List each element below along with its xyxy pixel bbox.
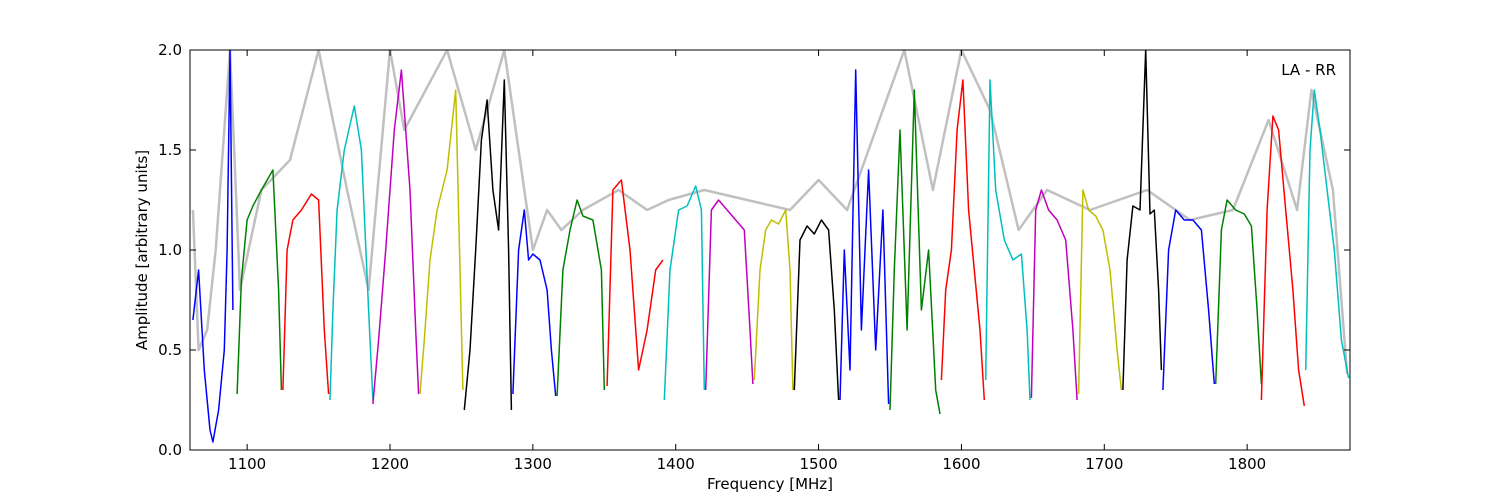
y-tick-label: 1.5 <box>158 141 182 159</box>
series-line-18 <box>984 79 1031 401</box>
x-tick-label: 1200 <box>371 455 409 473</box>
y-tick-label: 1.0 <box>158 241 182 259</box>
series-line-8 <box>512 209 557 397</box>
y-axis-label: Amplitude [arbitrary units] <box>133 150 151 350</box>
series-line-22 <box>1162 209 1216 391</box>
x-tick-label: 1700 <box>1085 455 1123 473</box>
x-tick-label: 1400 <box>657 455 695 473</box>
series-line-15 <box>839 69 890 405</box>
axes-frame <box>189 49 1351 451</box>
series-line-17 <box>940 79 986 401</box>
background-series-line <box>191 50 1349 375</box>
series-line-6 <box>419 89 464 395</box>
x-tick-label: 1500 <box>799 455 837 473</box>
series-line-1 <box>192 50 234 443</box>
series-line-25 <box>1304 89 1350 379</box>
series-line-19 <box>1030 189 1078 401</box>
series-line-13 <box>753 209 794 391</box>
series-line-10 <box>606 179 664 387</box>
x-tick-label: 1800 <box>1228 455 1266 473</box>
axis-ticks: 1100 1200 1300 1400 1500 1600 1700 1800 0.0 0.5 1.… <box>158 41 1350 473</box>
series-line-24 <box>1260 115 1306 407</box>
y-tick-label: 2.0 <box>158 41 182 59</box>
series-line-21 <box>1122 50 1163 391</box>
x-tick-label: 1600 <box>942 455 980 473</box>
series-line-23 <box>1214 199 1263 385</box>
baseline-annotation: LA - RR <box>1281 61 1336 79</box>
series-line-7 <box>463 79 513 411</box>
y-tick-label: 0.0 <box>158 441 182 459</box>
series-line-11 <box>663 185 706 401</box>
plot-area <box>191 50 1350 443</box>
series-line-16 <box>889 89 941 415</box>
series-line-12 <box>704 199 754 391</box>
series-line-9 <box>556 199 606 397</box>
series-line-5 <box>372 69 420 405</box>
x-tick-label: 1100 <box>228 455 266 473</box>
series-line-3 <box>282 193 330 395</box>
series-line-4 <box>329 105 374 401</box>
series-line-14 <box>793 219 840 401</box>
series-line-2 <box>236 169 283 395</box>
series-line-20 <box>1077 189 1123 395</box>
x-axis-label: Frequency [MHz] <box>707 475 833 493</box>
y-tick-label: 0.5 <box>158 341 182 359</box>
x-tick-label: 1300 <box>514 455 552 473</box>
